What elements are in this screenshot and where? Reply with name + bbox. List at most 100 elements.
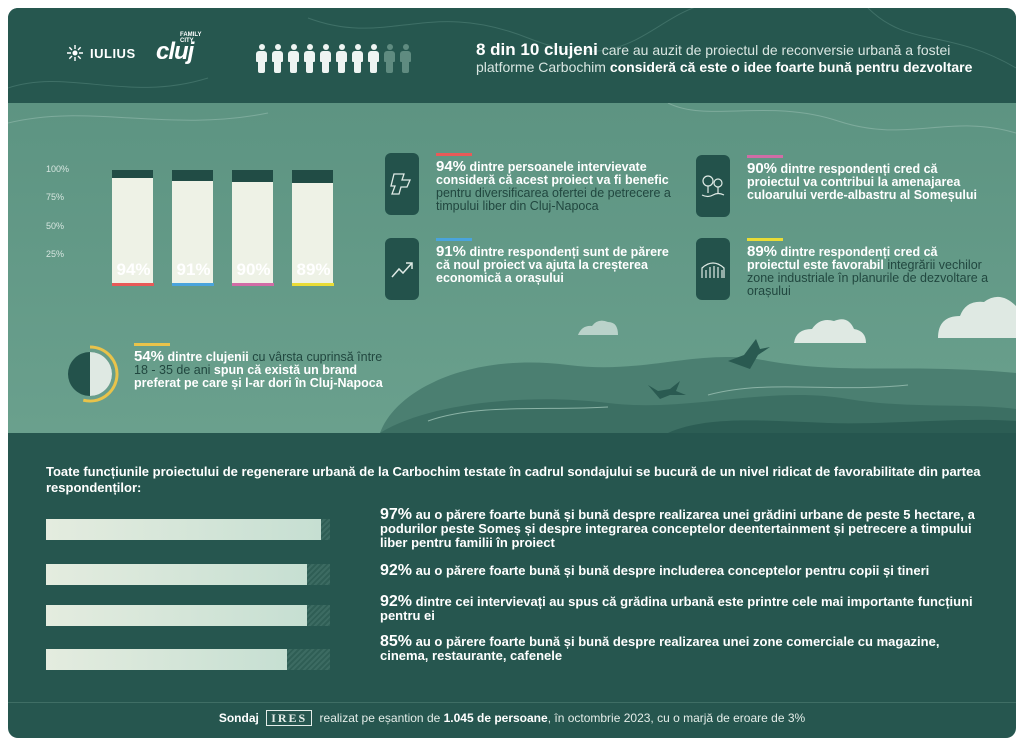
footer-divider [8,702,1016,703]
y-tick-label: 25% [46,248,65,259]
stat-icon-box [385,153,419,215]
stat-bold-text: dintre respondenți sunt de părere că nou… [436,245,669,285]
stat-rule [134,343,170,346]
favorability-text: dintre cei intervievați au spus că grădi… [380,594,973,623]
stat-rule [436,238,472,241]
person-icon [399,44,412,73]
bird-icon [648,381,686,399]
person-icon [255,44,268,73]
y-tick-label: 75% [46,192,65,203]
stat-rule [436,153,472,156]
bar-underline [172,283,214,286]
stat-percent: 54% [134,348,165,365]
bar-remainder [232,170,273,183]
footer: Sondaj IRES realizat pe eșantion de 1.04… [8,710,1016,726]
favorability-row-text: 92% dintre cei intervievați au spus că g… [380,593,990,623]
person-icon [271,44,284,73]
bar: 90% [232,170,273,283]
iulius-logo: IULIUS [66,44,136,62]
bar-remainder [112,170,153,178]
favorability-row-text: 97% au o părere foarte bună și bună desp… [380,507,990,550]
stat-rule [747,238,783,241]
favorability-bar-chart: 100% 75% 50% 25% 94% 91% 90% 89% [46,158,346,293]
stat-bold-text: dintre respondenți cred că proiectul est… [747,245,938,272]
footer-sample-size: 1.045 de persoane [443,711,548,725]
footer-sondaj: Sondaj [218,711,259,725]
header: IULIUS cluj FAMILY CITY 8 din 10 clujeni… [8,8,1016,103]
bar: 94% [112,170,153,283]
stat-rule [747,155,783,158]
stat-normal-text: pentru diversificarea ofertei de petrece… [436,186,671,213]
stat-bold-text: dintre respondenți cred că proiectul va … [747,162,977,202]
people-pictogram [255,44,412,73]
favorability-bar-fill [46,519,322,540]
headline: 8 din 10 clujeni care au auzit de proiec… [476,41,976,76]
bar-underline [232,283,274,286]
stat-normal-text: cu vârsta cuprinsă între 18 - 35 de ani [134,350,383,377]
favorability-percent: 92% [380,562,413,579]
favorability-percent: 85% [380,633,413,650]
y-tick-label: 100% [46,164,70,174]
headline-normal: care au auzit de proiectul de reconversi… [476,42,951,75]
ires-logo: IRES [266,710,313,726]
favorability-row-text: 92% au o părere foarte bună și bună desp… [380,562,990,579]
growth-chart-icon [391,262,413,278]
favorability-text: au o părere foarte bună și bună despre i… [412,563,930,578]
landscape-illustration [8,103,1016,433]
person-icon [367,44,380,73]
stat-card-economy: 91% dintre respondenți sunt de părere că… [385,238,685,300]
functions-intro: Toate funcțiunile proiectului de regener… [46,464,981,495]
favorability-row-text: 85% au o părere foarte bună și bună desp… [380,633,990,663]
bar-value-label: 91% [176,260,211,279]
stat-bold-text: dintre clujenii [164,350,249,364]
stat-normal-text: integrării vechilor zone industriale în … [747,258,989,298]
person-icon [351,44,364,73]
stat-icon-box [696,155,730,217]
bar-underline [112,283,154,286]
industrial-hall-icon [701,262,725,278]
stat-percent: 90% [747,160,778,177]
bar-remainder [292,170,333,184]
cluj-logo: cluj FAMILY CITY [156,32,201,66]
person-icon [335,44,348,73]
favorability-bar-fill [46,605,308,626]
stat-card-industrial: 89% dintre respondenți cred că proiectul… [696,238,996,300]
decorative-lines [8,8,1016,89]
person-icon [319,44,332,73]
bird-icon [728,339,770,369]
bar: 91% [172,170,213,283]
stat-percent: 94% [436,158,467,175]
bar-remainder [172,170,213,182]
favorability-bar [46,649,330,670]
bar-value-label: 90% [236,260,271,279]
bar-underline [292,283,334,286]
bar-value-label: 94% [116,260,151,279]
favorability-percent: 92% [380,593,413,610]
map-icon [390,173,411,195]
stat-percent: 91% [436,243,467,260]
stat-percent: 89% [747,243,778,260]
infographic: IULIUS cluj FAMILY CITY 8 din 10 clujeni… [8,8,1016,738]
favorability-text: au o părere foarte bună și bună despre r… [380,507,975,550]
footer-text: , în octombrie 2023, cu o marjă de eroar… [547,711,806,725]
favorability-bar-fill [46,649,288,670]
footer-text: realizat pe eșantion de [316,711,444,725]
bar-value-label: 89% [296,260,331,279]
stat-icon-box [696,238,730,300]
favorability-bar [46,519,330,540]
person-icon [383,44,396,73]
person-icon [287,44,300,73]
favorability-text: au o părere foarte bună și bună despre r… [380,634,940,663]
stat-card-leisure: 94% dintre persoanele intervievate consi… [385,153,685,215]
stat-bold-text: dintre persoanele intervievate consideră… [436,160,669,187]
stat-icon-box [385,238,419,300]
bar: 89% [292,170,333,283]
headline-strong-1: 8 din 10 clujeni [476,40,598,59]
sun-icon [67,45,83,61]
trees-river-icon [701,175,725,198]
stat-card-green-corridor: 90% dintre respondenți cred că proiectul… [696,155,996,217]
favorability-bar-fill [46,564,308,585]
iulius-wordmark: IULIUS [90,45,136,61]
cluj-wordmark: cluj [156,38,194,65]
cluj-tagline: FAMILY CITY [180,32,202,44]
